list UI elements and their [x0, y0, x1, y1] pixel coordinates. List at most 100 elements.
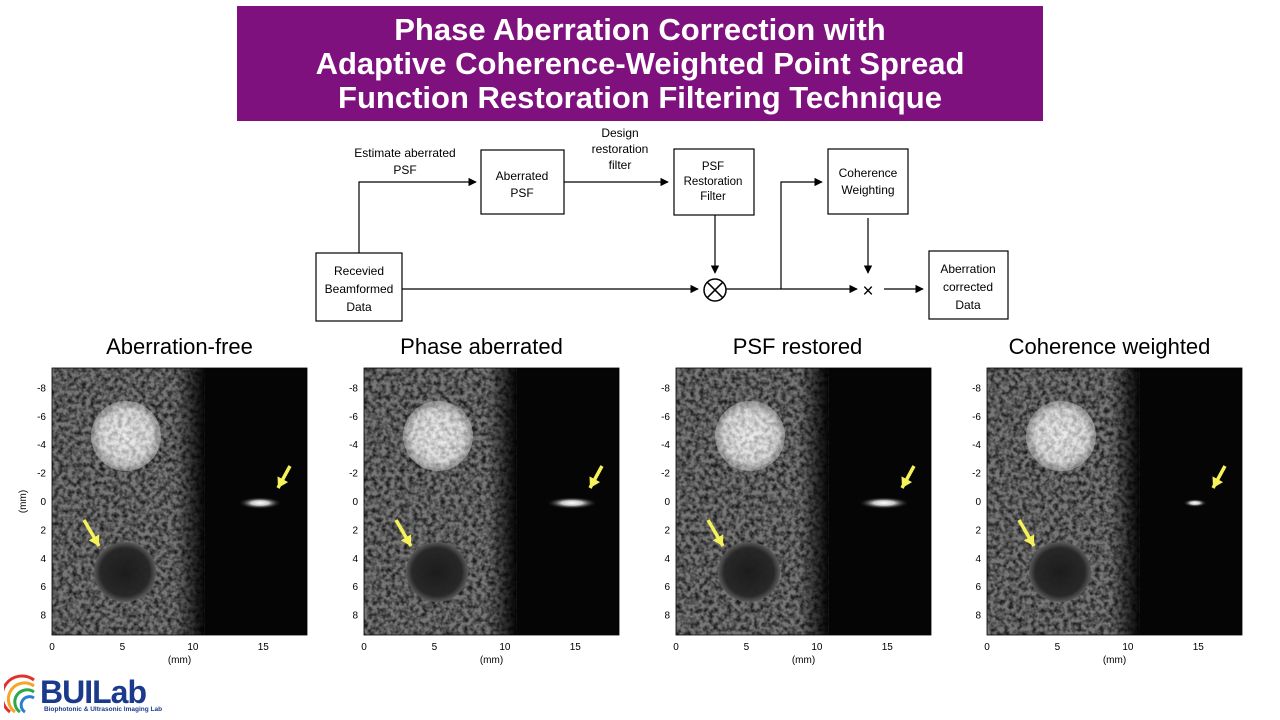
svg-text:Beamformed: Beamformed [325, 282, 394, 296]
y-tick-label: 6 [664, 582, 670, 593]
x-tick-label: 10 [187, 642, 199, 653]
panel-frame [51, 367, 308, 636]
convolution-cross [706, 281, 724, 299]
design-label-1: Design [601, 126, 638, 140]
target-arrow-head [589, 476, 601, 488]
y-tick-label: -6 [37, 412, 46, 423]
x-axis-label: (mm) [792, 655, 815, 666]
received-data-box [315, 252, 403, 322]
y-tick-label: -6 [972, 412, 981, 423]
x-tick-label: 0 [673, 642, 679, 653]
target-arrow-head [901, 476, 913, 488]
output-box [928, 250, 1009, 320]
point-target [546, 497, 598, 509]
aberrated-psf-line-2: PSF [510, 186, 533, 200]
x-tick-label: 15 [1193, 642, 1205, 653]
inclusion-speckle [715, 401, 785, 471]
estimate-label-2: PSF [393, 163, 416, 177]
y-tick-label: 4 [975, 554, 981, 565]
psf-filter-line-3: Filter [700, 191, 726, 203]
panel-title-psf-restored: PSF restored [732, 334, 863, 359]
svg-text:PSF: PSF [510, 186, 533, 200]
panel-frame [986, 367, 1243, 636]
y-tick-label: -4 [972, 440, 981, 451]
output-line-3: Data [955, 298, 981, 312]
psf-filter-box [673, 148, 755, 216]
x-tick-label: 15 [258, 642, 270, 653]
design-label-3: filter [609, 158, 632, 172]
svg-text:Coherence: Coherence [839, 166, 898, 180]
svg-text:Aberration: Aberration [940, 262, 995, 276]
svg-text:Restoration: Restoration [684, 176, 743, 188]
cyst-arrow-head [400, 534, 412, 546]
y-tick-label: -8 [661, 383, 670, 394]
y-tick-label: 0 [40, 497, 46, 508]
coherence-line-2: Weighting [841, 183, 894, 197]
coherence-line-1: Coherence [839, 166, 898, 180]
ultrasound-panel-3: -8 -6 -4 -2 0 2 4 6 8 0 5 10 15 (mm) [661, 367, 932, 666]
y-tick-label: 0 [975, 497, 981, 508]
inclusion-speckle [1026, 401, 1096, 471]
y-tick-label: 6 [352, 582, 358, 593]
builab-logo [4, 674, 35, 714]
logo-tagline: Biophotonic & Ultrasonic Imaging Lab [44, 706, 163, 713]
edge-conv-to-coherence [780, 177, 823, 289]
svg-text:corrected: corrected [943, 280, 993, 294]
y-tick-label: 8 [975, 611, 981, 622]
cyst-arrow-head [1023, 534, 1035, 546]
y-tick-label: 6 [40, 582, 46, 593]
ultrasound-panel-1: -8 -6 -4 -2 0 2 4 6 8 0 5 10 15 (mm) (mm) [18, 367, 308, 666]
attenuation-gradient [1109, 368, 1140, 635]
y-tick-label: 0 [352, 497, 358, 508]
inclusion-speckle [403, 401, 473, 471]
svg-text:PSF: PSF [702, 161, 724, 173]
x-tick-label: 15 [882, 642, 894, 653]
target-arrow-head [1212, 476, 1224, 488]
y-tick-label: 4 [664, 554, 670, 565]
y-tick-label: -4 [37, 440, 46, 451]
y-tick-label: 2 [352, 525, 358, 536]
point-target [1183, 499, 1207, 507]
logo-name: BUILab [40, 674, 147, 710]
y-tick-label: -8 [349, 383, 358, 394]
y-tick-label: -2 [661, 469, 670, 480]
estimate-label-1: Estimate aberrated [354, 146, 455, 160]
y-tick-label: -4 [349, 440, 358, 451]
y-tick-label: 8 [664, 611, 670, 622]
x-tick-label: 10 [499, 642, 511, 653]
output-line-1: Aberration [940, 262, 995, 276]
y-axis-label: (mm) [18, 490, 29, 513]
target-arrow-head [277, 476, 289, 488]
received-line-1: Recevied [334, 264, 384, 278]
y-tick-label: 4 [40, 554, 46, 565]
svg-text:Weighting: Weighting [841, 183, 894, 197]
panel-title-phase-aberrated: Phase aberrated [400, 334, 563, 359]
svg-text:Recevied: Recevied [334, 264, 384, 278]
ultrasound-panel-4: -8 -6 -4 -2 0 2 4 6 8 0 5 10 15 (mm) [972, 367, 1243, 666]
cyst-arrow-head [88, 534, 100, 546]
point-target [858, 497, 910, 509]
title-banner: Phase Aberration Correction with Adaptiv… [237, 6, 1043, 121]
y-tick-label: 6 [975, 582, 981, 593]
x-tick-label: 10 [811, 642, 823, 653]
y-tick-label: 2 [664, 525, 670, 536]
x-axis-label: (mm) [480, 655, 503, 666]
y-tick-label: 4 [352, 554, 358, 565]
attenuation-gradient [174, 368, 205, 635]
title-line-3: Function Restoration Filtering Technique [338, 79, 942, 115]
x-tick-label: 0 [984, 642, 990, 653]
title-line-1: Phase Aberration Correction with [394, 11, 886, 47]
svg-text:Filter: Filter [700, 191, 726, 203]
x-tick-label: 15 [570, 642, 582, 653]
psf-filter-line-1: PSF [702, 161, 724, 173]
svg-text:Data: Data [346, 300, 372, 314]
svg-text:restoration: restoration [592, 142, 649, 156]
x-axis-label: (mm) [1103, 655, 1126, 666]
y-tick-label: 8 [40, 611, 46, 622]
y-tick-label: -2 [37, 469, 46, 480]
svg-text:Aberrated: Aberrated [496, 169, 549, 183]
attenuation-gradient [486, 368, 517, 635]
x-tick-label: 5 [120, 642, 126, 653]
svg-text:Design: Design [601, 126, 638, 140]
